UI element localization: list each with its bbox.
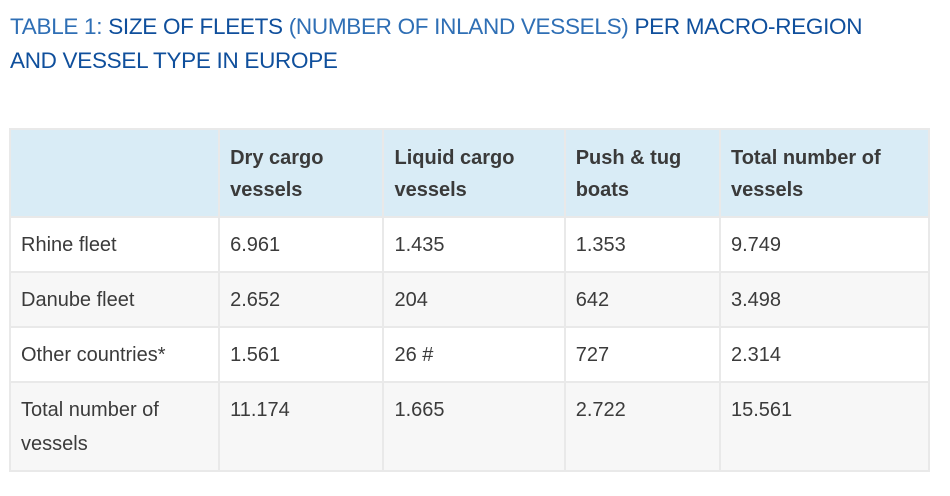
cell-dry-cargo: 6.961 xyxy=(218,216,385,273)
cell-total: 3.498 xyxy=(718,271,931,328)
header-liquid-cargo: Liquid cargo vessels xyxy=(382,128,566,218)
header-row: Dry cargo vessels Liquid cargo vessels P… xyxy=(8,128,931,218)
table-title: TABLE 1: SIZE OF FLEETS (NUMBER OF INLAN… xyxy=(10,10,910,78)
row-label: Total number of vessels xyxy=(8,381,221,472)
cell-liquid-cargo: 204 xyxy=(382,271,566,328)
table-row-danube: Danube fleet 2.652 204 642 3.498 xyxy=(8,271,931,328)
cell-push-tug: 2.722 xyxy=(563,381,721,472)
title-prefix: TABLE 1: xyxy=(10,14,109,39)
cell-liquid-cargo: 1.665 xyxy=(382,381,566,472)
cell-liquid-cargo: 1.435 xyxy=(382,216,566,273)
fleet-size-table: Dry cargo vessels Liquid cargo vessels P… xyxy=(8,128,931,472)
cell-dry-cargo: 2.652 xyxy=(218,271,385,328)
header-dry-cargo: Dry cargo vessels xyxy=(218,128,385,218)
table-row-other: Other countries* 1.561 26 # 727 2.314 xyxy=(8,326,931,383)
header-region xyxy=(8,128,221,218)
header-total: Total number of vessels xyxy=(718,128,931,218)
cell-total: 15.561 xyxy=(718,381,931,472)
cell-push-tug: 642 xyxy=(563,271,721,328)
row-label: Rhine fleet xyxy=(8,216,221,273)
table-row-rhine: Rhine fleet 6.961 1.435 1.353 9.749 xyxy=(8,216,931,273)
cell-dry-cargo: 11.174 xyxy=(218,381,385,472)
header-push-tug: Push & tug boats xyxy=(563,128,721,218)
cell-push-tug: 1.353 xyxy=(563,216,721,273)
cell-liquid-cargo: 26 # xyxy=(382,326,566,383)
row-label: Danube fleet xyxy=(8,271,221,328)
title-light: (NUMBER OF INLAND VESSELS) xyxy=(282,14,635,39)
title-bold-1: SIZE OF FLEETS xyxy=(108,14,283,39)
cell-dry-cargo: 1.561 xyxy=(218,326,385,383)
table-row-total: Total number of vessels 11.174 1.665 2.7… xyxy=(8,381,931,472)
cell-total: 9.749 xyxy=(718,216,931,273)
cell-total: 2.314 xyxy=(718,326,931,383)
title-bold-2: PER MACRO-REGION AND VESSEL TYPE IN EURO… xyxy=(10,14,863,73)
row-label: Other countries* xyxy=(8,326,221,383)
cell-push-tug: 727 xyxy=(563,326,721,383)
